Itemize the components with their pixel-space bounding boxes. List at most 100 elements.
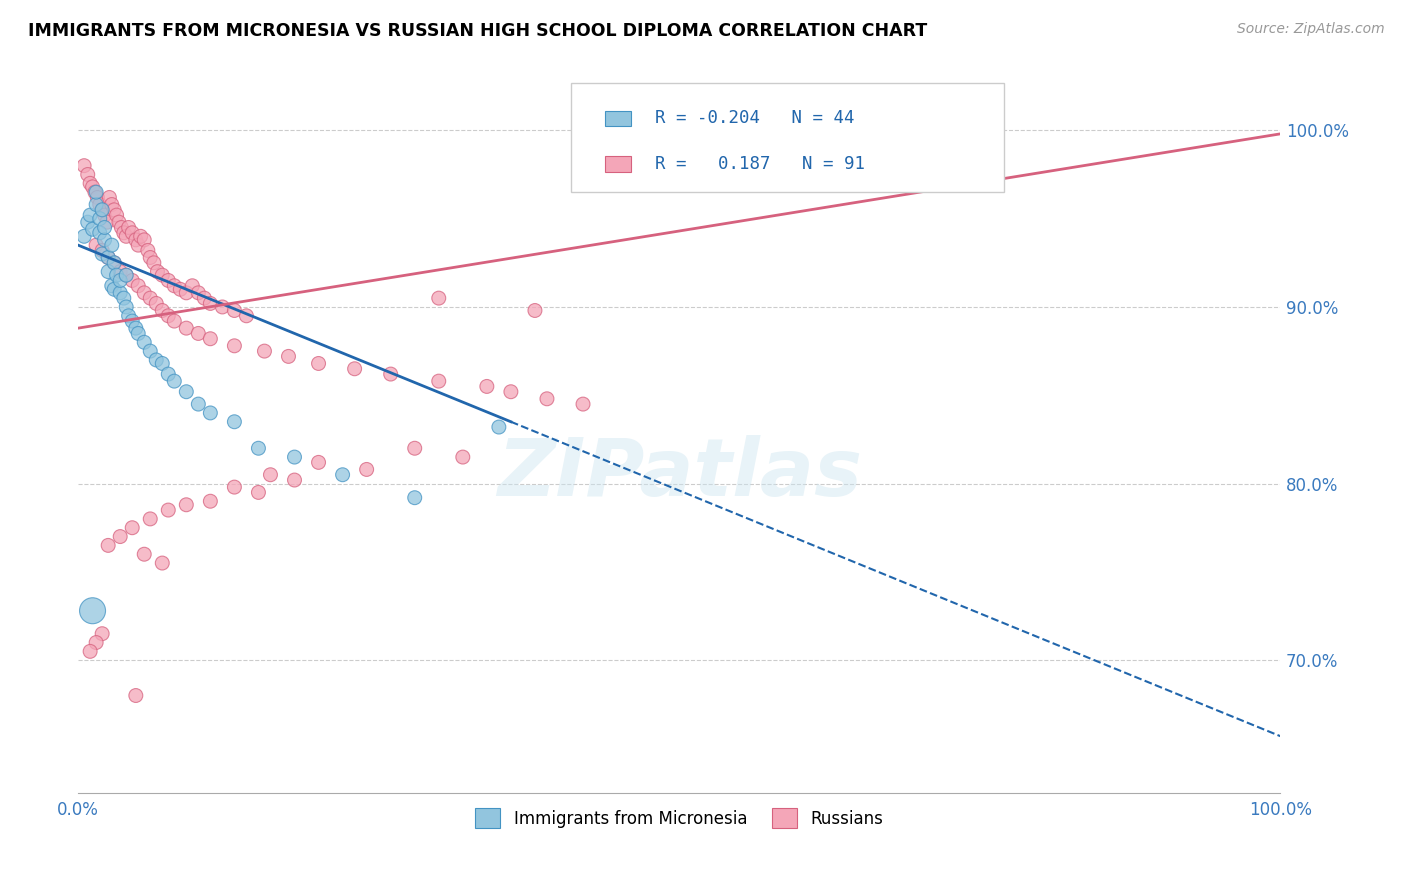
Point [247,485,270,500]
Point [134,547,156,561]
Point [139,512,162,526]
FancyBboxPatch shape [605,111,631,127]
Point [145,296,167,310]
Point [356,462,378,476]
Point [224,303,246,318]
Point [125,321,148,335]
Point [224,480,246,494]
Point [108,530,131,544]
Point [115,300,138,314]
Point [499,384,522,399]
Point [91,202,114,217]
Point [101,238,124,252]
Point [139,291,162,305]
Point [200,296,222,310]
Point [105,208,128,222]
Point [97,265,120,279]
Point [187,285,209,300]
Point [157,367,180,381]
FancyBboxPatch shape [571,83,1004,192]
Point [404,491,426,505]
Point [308,455,330,469]
Point [82,604,104,618]
Point [176,285,198,300]
Point [84,185,107,199]
Point [115,268,138,282]
Point [211,300,233,314]
Point [73,229,96,244]
Point [73,159,96,173]
Point [200,332,222,346]
Point [108,273,131,287]
Point [117,309,139,323]
Point [84,185,107,199]
Point [127,238,149,252]
Point [112,226,135,240]
Point [200,406,222,420]
Point [89,211,111,226]
Point [181,278,204,293]
Text: R =   0.187   N = 91: R = 0.187 N = 91 [655,154,865,173]
Point [134,233,156,247]
Point [134,285,156,300]
Point [101,197,124,211]
Point [523,303,546,318]
Legend: Immigrants from Micronesia, Russians: Immigrants from Micronesia, Russians [468,801,890,835]
Point [235,309,257,323]
Point [82,222,104,236]
Point [536,392,558,406]
FancyBboxPatch shape [605,156,631,171]
Point [150,356,173,370]
Point [253,344,276,359]
Point [163,314,186,328]
Point [283,473,305,487]
Point [163,374,186,388]
Point [163,278,186,293]
Point [125,233,148,247]
Point [150,303,173,318]
Point [93,208,115,222]
Point [108,285,131,300]
Point [404,442,426,456]
Point [121,273,143,287]
Point [91,626,114,640]
Point [157,503,180,517]
Point [84,635,107,649]
Point [157,273,180,287]
Point [82,179,104,194]
Point [103,202,125,217]
Point [134,335,156,350]
Point [259,467,281,482]
Point [224,339,246,353]
Point [105,268,128,282]
Point [139,344,162,359]
Point [79,208,101,222]
Point [572,397,595,411]
Point [150,268,173,282]
Point [451,450,474,464]
Point [91,247,114,261]
Point [488,420,510,434]
Point [112,291,135,305]
Point [247,442,270,456]
Text: R = -0.204   N = 44: R = -0.204 N = 44 [655,110,855,128]
Point [89,226,111,240]
Point [91,202,114,217]
Point [475,379,498,393]
Text: IMMIGRANTS FROM MICRONESIA VS RUSSIAN HIGH SCHOOL DIPLOMA CORRELATION CHART: IMMIGRANTS FROM MICRONESIA VS RUSSIAN HI… [28,22,928,40]
Point [89,197,111,211]
Point [157,309,180,323]
Point [101,278,124,293]
Point [115,229,138,244]
Point [332,467,354,482]
Point [97,538,120,552]
Point [79,177,101,191]
Text: Source: ZipAtlas.com: Source: ZipAtlas.com [1237,22,1385,37]
Point [97,251,120,265]
Point [169,282,191,296]
Point [86,190,108,204]
Point [96,215,118,229]
Point [127,326,149,341]
Point [108,265,131,279]
Point [110,220,132,235]
